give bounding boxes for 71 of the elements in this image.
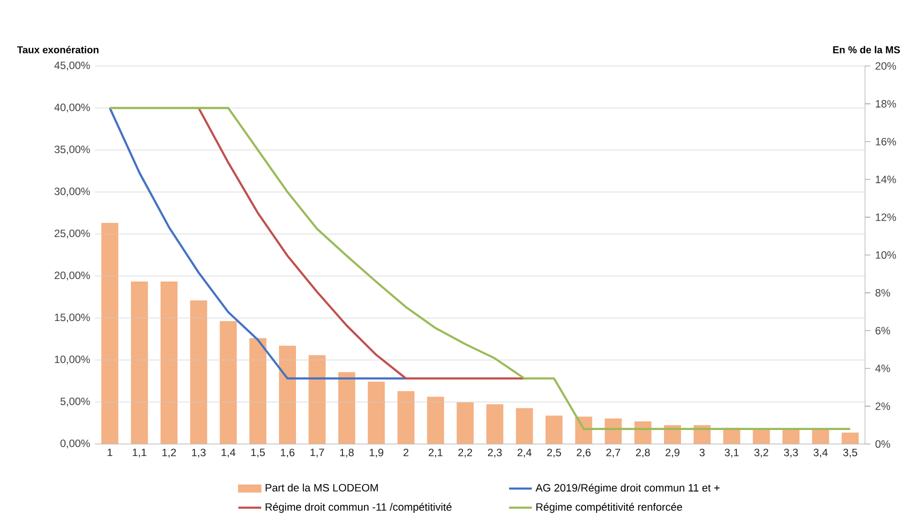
x-tick-label: 1,2	[162, 448, 176, 458]
x-tick-label: 1,4	[222, 448, 236, 458]
x-tick-label: 1,9	[370, 448, 384, 458]
y-tick-label: 10,00%	[54, 356, 90, 364]
y2-tick-label: 20%	[876, 62, 896, 70]
y-tick-label: 5,00%	[60, 398, 90, 406]
x-tick-label: 3,2	[754, 448, 768, 458]
y-tick-label: 15,00%	[54, 314, 90, 322]
y2-tick-label: 10%	[876, 251, 896, 259]
legend-label: Part de la MS LODEOM	[266, 484, 378, 492]
bar	[456, 402, 474, 444]
x-tick-label: 2,2	[458, 448, 472, 458]
bar	[842, 432, 859, 444]
y2-tick-label: 4%	[875, 364, 890, 372]
y-tick-label: 0,00%	[60, 440, 90, 448]
x-tick-label: 3,1	[724, 448, 739, 458]
x-tick-label: 3,5	[843, 448, 858, 458]
x-tick-label: 1,1	[132, 448, 146, 458]
x-tick-label: 2,7	[606, 448, 620, 458]
bar	[368, 382, 385, 444]
x-tick-label: 2,3	[488, 448, 502, 458]
x-tick-label: 2,9	[666, 448, 680, 458]
y-axis-title: Taux exonération	[17, 46, 98, 54]
y-tick-label: 45,00%	[54, 62, 90, 70]
y2-tick-label: 2%	[876, 402, 890, 410]
bar	[397, 391, 414, 444]
x-tick-label: 3,4	[814, 448, 828, 458]
x-tick-label: 2,8	[636, 448, 650, 458]
legend-label: Régime compétitivité renforcée	[536, 502, 682, 513]
y-tick-label: 25,00%	[54, 230, 90, 238]
y2-axis-title: En % de la MS	[833, 46, 900, 54]
x-tick-label: 3	[700, 448, 705, 456]
y2-tick-label: 0%	[875, 440, 890, 448]
bar	[546, 416, 563, 444]
legend-label: AG 2019/Régime droit commun 11 et +	[536, 484, 720, 494]
bar	[604, 418, 622, 444]
bar	[427, 396, 444, 444]
bar	[160, 281, 178, 444]
y-tick-label: 30,00%	[54, 188, 90, 196]
x-tick-label: 1	[108, 448, 112, 456]
bar	[249, 338, 266, 444]
x-tick-label: 1,6	[280, 448, 294, 458]
x-tick-label: 2	[404, 448, 408, 456]
x-tick-label: 1,3	[192, 448, 206, 458]
y2-tick-label: 14%	[876, 176, 896, 184]
bar	[130, 281, 148, 444]
bar	[308, 355, 326, 444]
x-tick-label: 1,5	[251, 448, 265, 458]
y2-tick-label: 12%	[876, 213, 896, 221]
x-tick-label: 1,7	[310, 448, 324, 458]
y2-tick-label: 8%	[876, 289, 890, 297]
x-tick-label: 2,4	[518, 448, 532, 458]
y-tick-label: 20,00%	[54, 272, 90, 280]
x-tick-label: 2,5	[547, 448, 561, 458]
bar	[101, 222, 118, 444]
y2-tick-label: 18%	[876, 100, 896, 108]
bar	[338, 372, 356, 444]
y2-tick-label: 6%	[876, 326, 890, 334]
y-tick-label: 40,00%	[54, 104, 90, 112]
y2-tick-label: 16%	[876, 138, 896, 146]
y-tick-label: 35,00%	[54, 146, 90, 154]
x-tick-label: 2,6	[576, 448, 591, 458]
x-tick-label: 2,1	[428, 448, 442, 458]
x-tick-label: 1,8	[340, 448, 354, 458]
x-tick-label: 3,3	[784, 448, 798, 458]
bar	[190, 300, 208, 444]
bar	[279, 346, 296, 444]
bar	[220, 321, 237, 444]
legend-label: Régime droit commun -11 /compétitivité	[266, 502, 452, 513]
bar	[516, 408, 533, 444]
bar	[486, 404, 504, 444]
